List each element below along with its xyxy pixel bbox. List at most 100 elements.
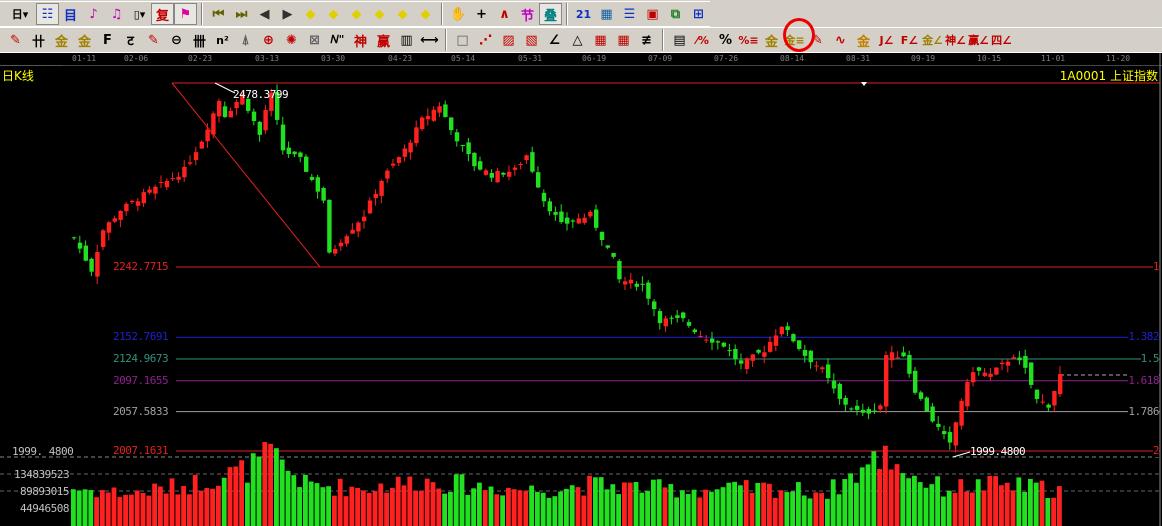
date-axis: 01-11 02-06 02-23 03-13 03-30 04-23 05-14 05-31… [0,53,1162,66]
angle-icon[interactable]: ∠ [548,32,561,48]
grid-icon[interactable]: ▦ [594,32,607,48]
overlay-icon[interactable]: 叠 [539,3,562,25]
move-icon[interactable]: ◆ [420,6,431,22]
candle-body [669,317,674,319]
rectangle-icon[interactable]: □ [456,32,469,48]
parallel-lines-icon[interactable]: 卄 [31,34,45,50]
gann-icon[interactable]: ✺ [286,32,297,48]
cycle-lines-icon[interactable]: 卌 [192,34,206,50]
eraser-icon[interactable]: ✎ [148,32,159,48]
percent-lines-icon[interactable]: %≡ [738,33,759,47]
ruler-icon[interactable]: ▥ [400,32,413,48]
circle-icon[interactable]: ⊖ [171,32,182,48]
flag-icon[interactable]: ⚑ [174,3,197,25]
volume-bar [581,495,587,526]
candle-body [611,253,616,257]
gold-box-icon[interactable]: 金 [856,34,870,50]
fill-icon[interactable]: ✎ [812,32,823,48]
grid-2-icon[interactable]: ▦ [617,32,630,48]
restore-icon[interactable]: 复 [151,3,174,25]
volume-bar [442,493,447,526]
f-fan-icon[interactable]: F∠ [900,33,919,47]
candle-body [495,170,500,183]
volume-bar [720,487,726,526]
fibonacci-icon[interactable]: F [103,32,112,48]
f10-icon[interactable]: 目 [63,8,77,24]
candle-body [420,117,425,130]
gann-box-icon[interactable]: ⊠ [309,32,320,48]
last-icon[interactable]: ⏭ [235,6,248,22]
crosshair-icon[interactable]: + [476,6,487,22]
wave-ruler-icon[interactable]: ∿ [835,32,846,48]
win-fan-icon[interactable]: 赢∠ [968,34,989,47]
god-icon[interactable]: 神 [353,34,367,50]
percent-fan-icon[interactable]: ⁄% [696,33,709,47]
candle-style-dropdown[interactable]: ▯▾ [133,7,146,21]
candle-body [652,301,657,310]
god-fan-icon[interactable]: 神∠ [945,34,966,47]
volume-bar [308,481,314,526]
win-icon[interactable]: 赢 [376,34,390,50]
volume-bar [361,490,366,526]
line-icon[interactable]: ∧ [499,6,510,22]
slant-lines-icon[interactable]: ≢ [641,32,652,48]
square-cycle-icon[interactable]: n² [216,33,229,47]
indicator-9-icon[interactable]: ♫ [110,6,123,22]
section-icon[interactable]: 节 [520,8,534,24]
measure-icon[interactable]: ⟷ [420,32,439,48]
period-day-dropdown[interactable]: 日▾ [11,8,29,21]
next-icon[interactable]: ▶ [282,6,293,22]
expand-icon[interactable]: ◆ [397,6,408,22]
connect-icon[interactable]: ⊞ [693,6,704,22]
prev-icon[interactable]: ◀ [259,6,270,22]
candle-body [698,335,703,337]
gann-grid-icon[interactable]: ▧ [525,32,538,48]
fan-icon[interactable]: ⋰ [479,32,492,48]
candle-body [623,281,628,285]
golden-ratio-icon[interactable]: 金 [54,34,68,50]
calendar-icon[interactable]: 21 [575,7,592,21]
four-fan-icon[interactable]: 四∠ [991,34,1012,47]
golden-ratio-2-icon[interactable]: 金 [77,34,91,50]
kline-chart[interactable]: 01-11 02-06 02-23 03-13 03-30 04-23 05-14 05-31… [0,53,1162,526]
volume-bar [413,490,418,526]
network-icon[interactable]: ⧉ [670,6,681,22]
candle-body [443,104,448,117]
percent-icon[interactable]: % [718,32,733,48]
j-fan-icon[interactable]: J∠ [879,33,894,47]
calculator-icon[interactable]: ▦ [600,6,613,22]
wave-icon[interactable]: 𝑁" [330,33,345,46]
high-annotation-pointer [214,82,236,94]
first-icon[interactable]: ⏮ [212,6,225,22]
volume-bar [958,479,964,526]
zoom-out-icon[interactable]: ◆ [374,6,385,22]
volume-bar [877,469,882,526]
volume-bar [506,487,511,526]
stock-info-icon[interactable]: ☷ [36,3,59,25]
zoom-in-icon[interactable]: ◆ [351,6,362,22]
gold-fan-icon[interactable]: 金∠ [922,34,943,47]
toolbar-drawing: ✎ 卄金金 F ट ✎ ⊖ 卌 n² ⍋ ⊕ ✺ ⊠ 𝑁" 神赢 ▥ ⟷ □ ⋰ ▨ ▧ ∠ △ ▦ ▦ ≢ ▤ ⁄%% %≡ 金金≡ ✎… [0,27,1162,53]
target-icon[interactable]: ⊕ [263,32,274,48]
triangle-icon[interactable]: △ [572,32,583,48]
volume-bar [245,482,250,526]
gold-lines-icon[interactable]: 金≡ [784,34,805,47]
draw-pen-icon[interactable]: ✎ [10,32,21,48]
spiral-icon[interactable]: ट [127,34,134,49]
candle-body [286,147,291,155]
gold-circle-icon[interactable]: 金 [764,34,778,50]
gann-fan-icon[interactable]: ▨ [502,32,515,48]
notes-icon[interactable]: ☰ [623,6,636,22]
candle-body [913,370,918,393]
hand-icon[interactable]: ✋ [450,6,467,22]
candle-body [193,152,199,161]
zoom-left-icon[interactable]: ◆ [305,6,316,22]
candle-body [385,170,390,179]
indicator-3-icon[interactable]: ♪ [89,6,98,22]
date-tick: 06-19 [582,54,607,63]
bars-icon[interactable]: ▤ [673,32,686,48]
save-icon[interactable]: ▣ [646,6,659,22]
arrow-icon[interactable]: ⍋ [241,32,250,48]
volume-bar [970,492,975,526]
zoom-right-icon[interactable]: ◆ [328,6,339,22]
